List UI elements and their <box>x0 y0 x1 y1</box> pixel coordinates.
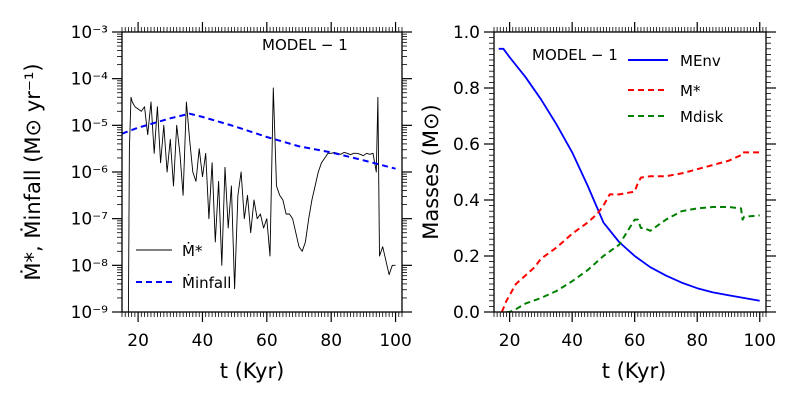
left-ytick-labels: 10⁻⁹ 10⁻⁸ 10⁻⁷ 10⁻⁶ 10⁻⁵ 10⁻⁴ 10⁻³ <box>71 23 109 323</box>
y-tick-label-0-8: 0.8 <box>453 79 480 99</box>
legend-label-mdot-star: Ṁ* <box>182 241 203 260</box>
x-tick-label-60: 60 <box>256 331 278 351</box>
legend-label-m-disk: Mdisk <box>680 108 723 126</box>
series-line--infall <box>122 112 396 170</box>
right-xtick-labels: 20 40 60 80 100 <box>499 331 776 351</box>
left-panel: MODEL − 1 10⁻⁹ 10⁻⁸ 10⁻⁷ 10⁻⁶ 10⁻⁵ 10⁻⁴ 10⁻³ 2… <box>20 22 412 383</box>
right-series <box>498 47 760 312</box>
left-model-annotation: MODEL − 1 <box>262 36 348 54</box>
left-xtick-labels: 20 40 60 80 100 <box>127 331 412 351</box>
right-panel: MODEL − 1 0.0 0.2 0.4 0.6 0.8 1.0 20 40 60 80 100… <box>419 22 776 383</box>
legend-label-m-env: MEnv <box>680 52 721 70</box>
y-tick-label-10-: 10⁻⁸ <box>71 256 109 276</box>
x-tick-label-60: 60 <box>624 331 646 351</box>
y-tick-label-10-: 10⁻⁹ <box>71 303 109 323</box>
series-line-menv <box>498 47 760 302</box>
right-model-annotation: MODEL − 1 <box>532 46 618 64</box>
left-legend: Ṁ* Ṁinfall <box>136 241 231 292</box>
x-tick-label-80: 80 <box>686 331 708 351</box>
x-tick-label-40: 40 <box>561 331 583 351</box>
left-series <box>122 87 396 312</box>
left-y-axis-title: Ṁ*, Ṁinfall (M⊙ yr⁻¹) <box>20 63 45 280</box>
right-y-axis-title: Masses (M⊙) <box>419 104 443 240</box>
left-ticks <box>112 22 412 322</box>
right-axes-frame <box>493 31 767 313</box>
y-tick-label-0-4: 0.4 <box>453 191 480 211</box>
left-x-axis-title: t (Kyr) <box>220 359 285 383</box>
y-tick-label-1-0: 1.0 <box>453 23 480 43</box>
right-x-axis-title: t (Kyr) <box>602 359 667 383</box>
series-line-- <box>127 87 396 312</box>
right-ytick-labels: 0.0 0.2 0.4 0.6 0.8 1.0 <box>453 23 480 323</box>
y-tick-label-10-: 10⁻⁵ <box>71 116 108 136</box>
legend-label-mdot-infall: Ṁinfall <box>182 273 231 292</box>
x-tick-label-80: 80 <box>320 331 342 351</box>
y-tick-label-10-: 10⁻³ <box>71 23 108 43</box>
x-tick-label-100: 100 <box>744 331 776 351</box>
y-tick-label-10-: 10⁻⁷ <box>71 210 109 230</box>
y-tick-label-0-0: 0.0 <box>453 303 480 323</box>
y-tick-label-0-6: 0.6 <box>453 135 480 155</box>
x-tick-label-20: 20 <box>127 331 149 351</box>
right-ticks <box>484 22 776 322</box>
left-axes-frame <box>121 31 403 313</box>
x-tick-label-40: 40 <box>192 331 214 351</box>
y-tick-label-10-: 10⁻⁴ <box>71 70 109 90</box>
x-tick-label-20: 20 <box>499 331 521 351</box>
series-line-mdisk <box>506 206 760 312</box>
y-tick-label-10-: 10⁻⁶ <box>71 163 109 183</box>
legend-label-m-star: M* <box>680 82 701 100</box>
series-line-m- <box>500 151 760 312</box>
x-tick-label-100: 100 <box>379 331 411 351</box>
y-tick-label-0-2: 0.2 <box>453 247 480 267</box>
right-legend: MEnv M* Mdisk <box>628 52 723 126</box>
